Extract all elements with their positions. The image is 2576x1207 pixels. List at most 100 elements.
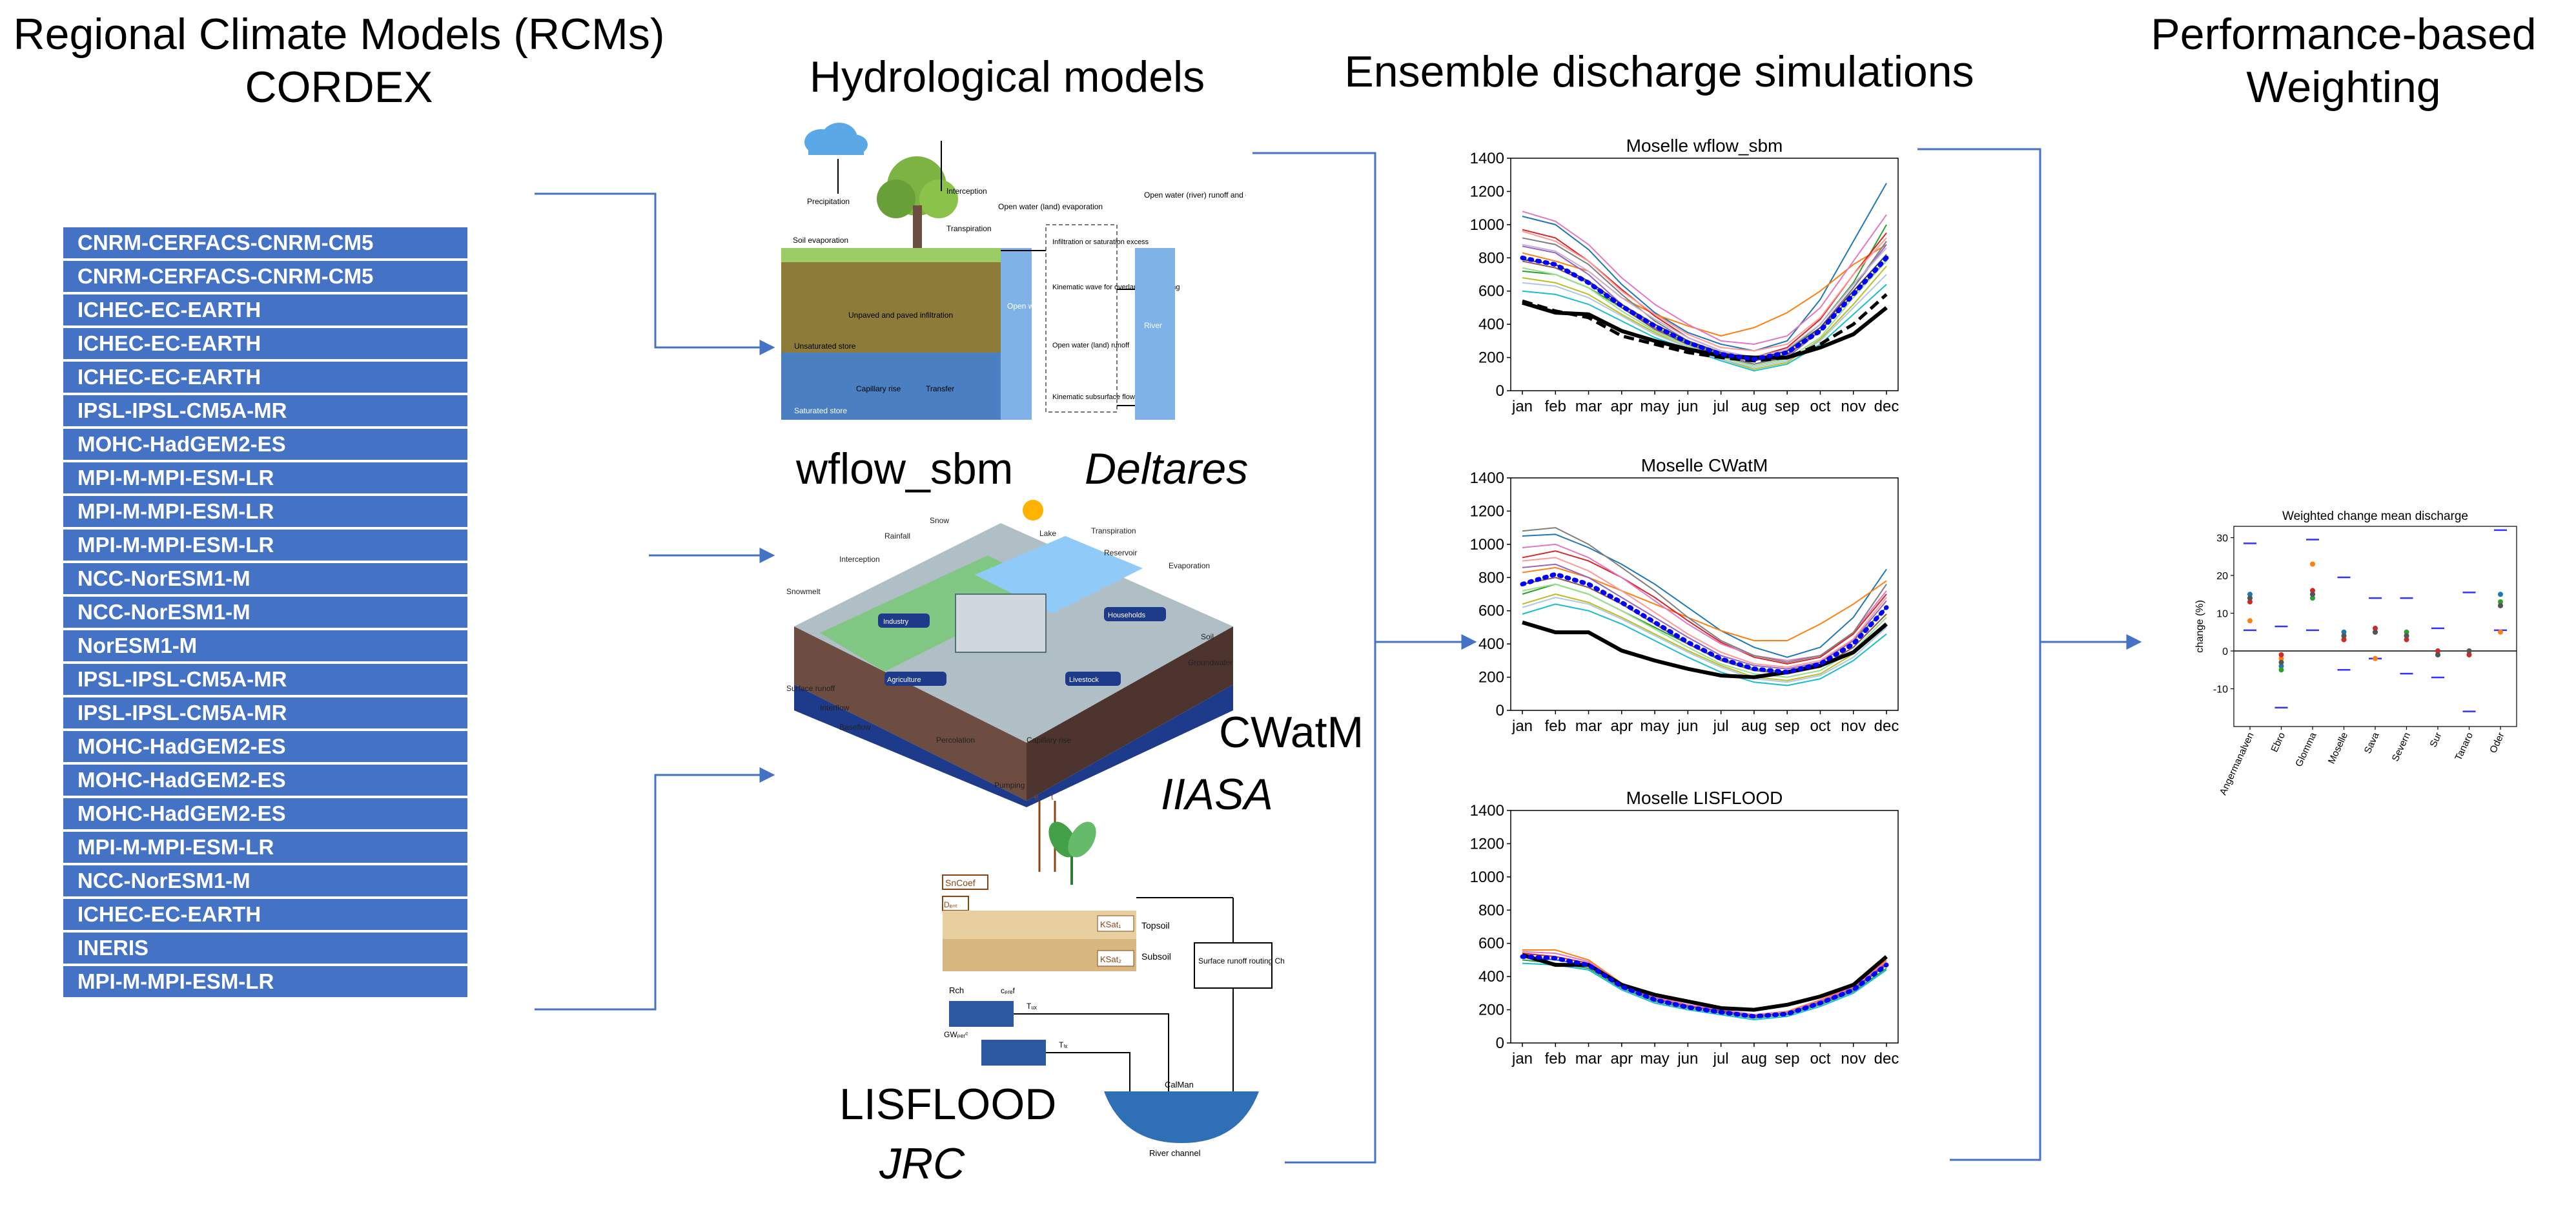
wflow-label-saturated: Saturated store — [794, 406, 847, 415]
y-tick-label: 0 — [2222, 646, 2228, 657]
lisflood-diagram: e t SnCoef Dₑₙₜ KSat₁ KSat₂ Topsoil Subs… — [942, 794, 1285, 1158]
series-line — [1522, 962, 1887, 1021]
data-point — [2247, 599, 2253, 604]
lisflood-label-topsoil: Topsoil — [1141, 920, 1170, 931]
y-tick-label: 1000 — [1470, 869, 1504, 886]
data-point — [2247, 592, 2253, 597]
y-tick-label: 20 — [2216, 571, 2228, 582]
rcm-header-line2: CORDEX — [245, 63, 433, 112]
data-point — [2310, 561, 2315, 567]
data-point — [2310, 592, 2315, 597]
wflow-label-openwater-runoff: Open water (land) runoff — [1052, 342, 1130, 349]
chart-title: Moselle CWatM — [1641, 455, 1768, 475]
x-tick-label: feb — [1545, 1050, 1566, 1068]
cwatm-label-rain: Rainfall — [884, 531, 910, 541]
y-tick-label: 800 — [1478, 569, 1504, 586]
cwatm-label-capillary: Capillary rise — [1027, 736, 1072, 745]
y-tick-label: 400 — [1478, 316, 1504, 333]
x-tick-label: feb — [1545, 717, 1566, 735]
cwatm-label-soil: Soil — [1201, 632, 1214, 641]
x-tick-label: apr — [1610, 398, 1633, 415]
data-point — [2341, 633, 2347, 639]
tree-icon — [877, 156, 958, 257]
observed-line — [1522, 300, 1888, 360]
dashed-series-line — [1522, 293, 1888, 363]
x-tick-label: may — [1640, 1050, 1669, 1068]
cwatm-label-reservoir: Reservoir — [1104, 548, 1137, 557]
series-line — [1522, 550, 1887, 665]
data-point — [2310, 588, 2315, 593]
rcm-item: MPI-M-MPI-ESM-LR — [63, 966, 467, 997]
series-line — [1522, 183, 1887, 352]
wflow-label-transp: Transpiration — [946, 224, 992, 233]
cwatm-label-snow: Snow — [930, 516, 949, 525]
data-point — [2341, 637, 2347, 643]
lisflood-label-dint: Dₑₙₜ — [944, 900, 957, 909]
rcm-item: NorESM1-M — [63, 630, 467, 661]
cwatm-label-agriculture: Agriculture — [887, 676, 921, 684]
cwatm-label-evap: Evaporation — [1169, 561, 1210, 570]
plot-frame — [1510, 477, 1899, 711]
cwatm-label-livestock: Livestock — [1069, 676, 1099, 684]
series-line — [1522, 593, 1887, 681]
wflow-label-unsat: Unsaturated store — [794, 342, 856, 351]
x-tick-label: nov — [1841, 398, 1866, 415]
x-tick-label: Severn — [2390, 731, 2413, 763]
cwatm-label-surface-runoff: Surface runoff — [786, 684, 835, 693]
y-tick-label: 1200 — [1470, 502, 1504, 520]
cwatm-label-snowmelt: Snowmelt — [786, 587, 821, 596]
cwatm-label-groundwater: Groundwater — [1188, 658, 1232, 667]
wflow-org: Deltares — [1085, 444, 1249, 493]
y-tick-label: 0 — [1496, 702, 1504, 719]
series-line — [1522, 243, 1887, 337]
wflow-label-capillary: Capillary rise — [856, 384, 901, 393]
data-point — [2278, 652, 2284, 657]
x-tick-label: Sur — [2428, 731, 2444, 749]
data-point — [2310, 595, 2315, 601]
wflow-label-precip: Precipitation — [807, 197, 850, 206]
cwatm-label-percolation: Percolation — [936, 736, 975, 745]
rcm-item: MPI-M-MPI-ESM-LR — [63, 496, 467, 527]
rcm-item: MOHC-HadGEM2-ES — [63, 429, 467, 460]
x-tick-label: mar — [1575, 398, 1602, 415]
cloud-icon — [804, 123, 868, 155]
wflow-label-openwater-river: Open water (river) runoff and evaporatio… — [1144, 191, 1246, 200]
y-tick-label: 200 — [1478, 669, 1504, 686]
y-tick-label: 1400 — [1470, 802, 1504, 820]
y-tick-label: 1200 — [1470, 835, 1504, 852]
x-tick-label: Glomma — [2293, 730, 2319, 769]
data-point — [2373, 629, 2378, 635]
x-tick-label: nov — [1841, 1050, 1866, 1068]
lisflood-label-calman: CalMan — [1165, 1080, 1194, 1089]
data-point — [2498, 629, 2503, 635]
data-point — [2404, 629, 2409, 635]
x-tick-label: aug — [1741, 1050, 1767, 1068]
y-tick-label: 200 — [1478, 349, 1504, 367]
wflow-label-infil-excess: Infiltration or saturation excess — [1052, 238, 1149, 246]
series-line — [1522, 243, 1887, 358]
rcm-item: ICHEC-EC-EARTH — [63, 899, 467, 930]
y-tick-label: 600 — [1478, 935, 1504, 953]
y-axis-label: change (%) — [2194, 600, 2205, 653]
x-tick-label: sep — [1775, 398, 1800, 415]
wflow-label-river: River — [1144, 321, 1162, 330]
y-tick-label: 0 — [1496, 1035, 1504, 1052]
data-point — [2404, 633, 2409, 639]
data-point — [2435, 648, 2440, 654]
x-tick-label: mar — [1575, 1050, 1602, 1068]
rcm-item: MOHC-HadGEM2-ES — [63, 765, 467, 796]
rcm-item: MOHC-HadGEM2-ES — [63, 798, 467, 829]
x-tick-label: aug — [1741, 717, 1767, 735]
rcm-header-line1: Regional Climate Models (RCMs) — [13, 10, 665, 59]
x-tick-label: oct — [1810, 1050, 1830, 1068]
wflow-diagram: Precipitation Interception Transpiration… — [781, 123, 1246, 420]
wflow-label-soil-evap: Soil evaporation — [793, 236, 848, 245]
bracket-hydro-to-ensemble — [1252, 152, 1376, 1164]
chart-weighted-change: Weighted change mean discharge -10 0 10 20 30… — [2194, 510, 2517, 797]
wflow-label-openwater-land: Open water (land) evaporation — [998, 202, 1103, 211]
x-tick-label: dec — [1874, 398, 1899, 415]
rcm-item: ICHEC-EC-EARTH — [63, 294, 467, 325]
rcm-item: ICHEC-EC-EARTH — [63, 362, 467, 393]
ensemble-header: Ensemble discharge simulations — [1344, 47, 1974, 96]
